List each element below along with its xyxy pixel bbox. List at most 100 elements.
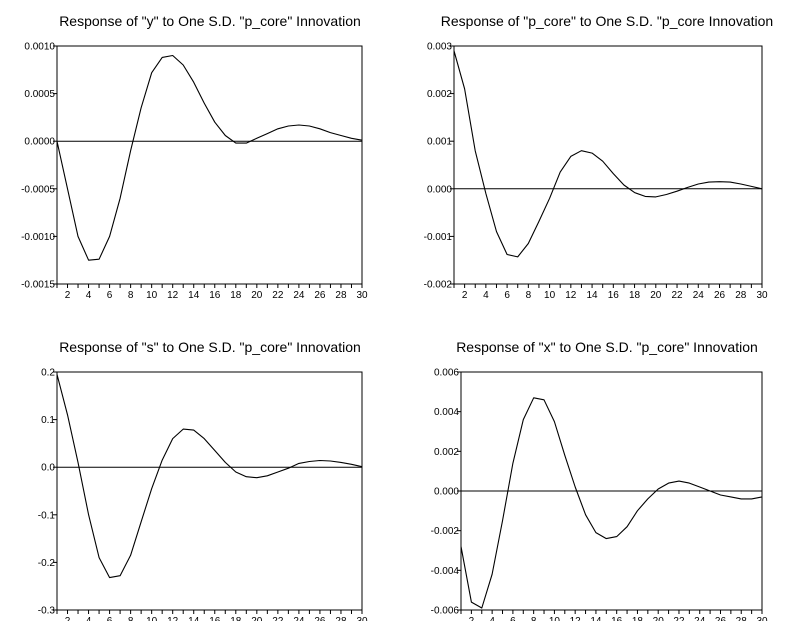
chart-panel-p-core: Response of "p_core" to One S.D. "p_core… xyxy=(424,13,774,301)
x-tick-label: 14 xyxy=(587,290,599,301)
series-line xyxy=(56,54,363,261)
x-tick-label: 8 xyxy=(531,616,537,621)
series-line xyxy=(56,374,363,579)
x-tick-label: 4 xyxy=(489,616,495,621)
x-tick-label: 28 xyxy=(335,290,347,301)
plot-frame xyxy=(56,371,363,611)
x-tick-label: 4 xyxy=(483,290,489,301)
x-tick-label: 8 xyxy=(128,290,134,301)
chart-title: Response of "y" to One S.D. "p_core" Inn… xyxy=(59,13,361,29)
x-tick-label: 14 xyxy=(590,616,602,621)
chart-title: Response of "s" to One S.D. "p_core" Inn… xyxy=(59,339,361,355)
x-tick-label: 6 xyxy=(504,290,510,301)
x-tick-label: 4 xyxy=(86,290,92,301)
x-tick-label: 28 xyxy=(735,290,747,301)
x-tick-label: 14 xyxy=(188,616,200,621)
x-tick-label: 20 xyxy=(653,616,665,621)
x-tick-label: 20 xyxy=(650,290,662,301)
x-tick-label: 2 xyxy=(462,290,468,301)
x-tick-label: 6 xyxy=(510,616,516,621)
y-tick-label: -0.006 xyxy=(431,606,460,617)
y-tick-label: 0.2 xyxy=(41,368,55,379)
x-tick-label: 10 xyxy=(146,290,158,301)
y-tick-label: 0.0 xyxy=(41,463,55,474)
x-tick-label: 16 xyxy=(611,616,623,621)
y-tick-label: -0.004 xyxy=(431,566,460,577)
x-tick-label: 16 xyxy=(209,290,221,301)
x-tick-label: 22 xyxy=(673,616,685,621)
x-tick-label: 28 xyxy=(736,616,748,621)
y-tick-label: -0.001 xyxy=(424,232,453,243)
x-tick-label: 30 xyxy=(756,290,768,301)
x-tick-label: 16 xyxy=(608,290,620,301)
y-tick-label: 0.002 xyxy=(434,447,459,458)
x-tick-label: 8 xyxy=(128,616,134,621)
y-tick-label: -0.0005 xyxy=(21,184,55,195)
x-tick-label: 12 xyxy=(167,616,179,621)
x-tick-label: 26 xyxy=(314,616,326,621)
y-tick-label: 0.000 xyxy=(434,487,459,498)
chart-title: Response of "p_core" to One S.D. "p_core… xyxy=(441,13,773,29)
x-tick-label: 18 xyxy=(230,616,242,621)
x-tick-label: 16 xyxy=(209,616,221,621)
y-tick-label: 0.003 xyxy=(427,42,452,53)
x-tick-label: 20 xyxy=(251,616,263,621)
x-tick-label: 18 xyxy=(629,290,641,301)
x-tick-label: 30 xyxy=(356,290,368,301)
series-line xyxy=(460,397,763,609)
x-tick-label: 6 xyxy=(107,616,113,621)
y-tick-label: -0.0015 xyxy=(21,280,55,291)
x-tick-label: 12 xyxy=(570,616,582,621)
x-tick-label: 22 xyxy=(671,290,683,301)
x-tick-label: 10 xyxy=(544,290,556,301)
y-tick-label: 0.0010 xyxy=(24,42,55,53)
x-tick-label: 30 xyxy=(356,616,368,621)
x-tick-label: 28 xyxy=(335,616,347,621)
y-tick-label: 0.1 xyxy=(41,415,55,426)
x-tick-label: 2 xyxy=(65,290,71,301)
plot-frame xyxy=(453,45,763,285)
x-tick-label: 24 xyxy=(293,290,305,301)
x-tick-label: 18 xyxy=(230,290,242,301)
x-tick-label: 30 xyxy=(756,616,768,621)
y-tick-label: 0.002 xyxy=(427,89,452,100)
y-tick-label: 0.000 xyxy=(427,184,452,195)
y-tick-label: 0.001 xyxy=(427,137,452,148)
y-tick-label: 0.0000 xyxy=(24,137,55,148)
x-tick-label: 26 xyxy=(714,290,726,301)
chart-panel-x: Response of "x" to One S.D. "p_core" Inn… xyxy=(431,339,768,621)
x-tick-label: 14 xyxy=(188,290,200,301)
x-tick-label: 24 xyxy=(694,616,706,621)
y-tick-label: -0.0010 xyxy=(21,232,55,243)
y-tick-label: -0.002 xyxy=(431,526,460,537)
y-tick-label: 0.0005 xyxy=(24,89,55,100)
x-tick-label: 20 xyxy=(251,290,263,301)
y-tick-label: -0.2 xyxy=(38,558,56,569)
x-tick-label: 2 xyxy=(469,616,475,621)
x-tick-label: 12 xyxy=(167,290,179,301)
x-tick-label: 24 xyxy=(693,290,705,301)
y-tick-label: 0.004 xyxy=(434,407,459,418)
x-tick-label: 8 xyxy=(526,290,532,301)
x-tick-label: 26 xyxy=(314,290,326,301)
x-tick-label: 22 xyxy=(272,616,284,621)
y-tick-label: -0.002 xyxy=(424,280,453,291)
x-tick-label: 26 xyxy=(715,616,727,621)
x-tick-label: 10 xyxy=(146,616,158,621)
series-line xyxy=(453,50,763,258)
chart-panel-y: Response of "y" to One S.D. "p_core" Inn… xyxy=(21,13,368,301)
x-tick-label: 12 xyxy=(565,290,577,301)
x-tick-label: 24 xyxy=(293,616,305,621)
x-tick-label: 6 xyxy=(107,290,113,301)
chart-title: Response of "x" to One S.D. "p_core" Inn… xyxy=(456,339,758,355)
x-tick-label: 2 xyxy=(65,616,71,621)
x-tick-label: 4 xyxy=(86,616,92,621)
y-tick-label: 0.006 xyxy=(434,368,459,379)
chart-panel-s: Response of "s" to One S.D. "p_core" Inn… xyxy=(38,339,368,621)
plot-frame xyxy=(56,45,363,285)
x-tick-label: 10 xyxy=(549,616,561,621)
x-tick-label: 22 xyxy=(272,290,284,301)
y-tick-label: -0.1 xyxy=(38,510,56,521)
y-tick-label: -0.3 xyxy=(38,606,56,617)
